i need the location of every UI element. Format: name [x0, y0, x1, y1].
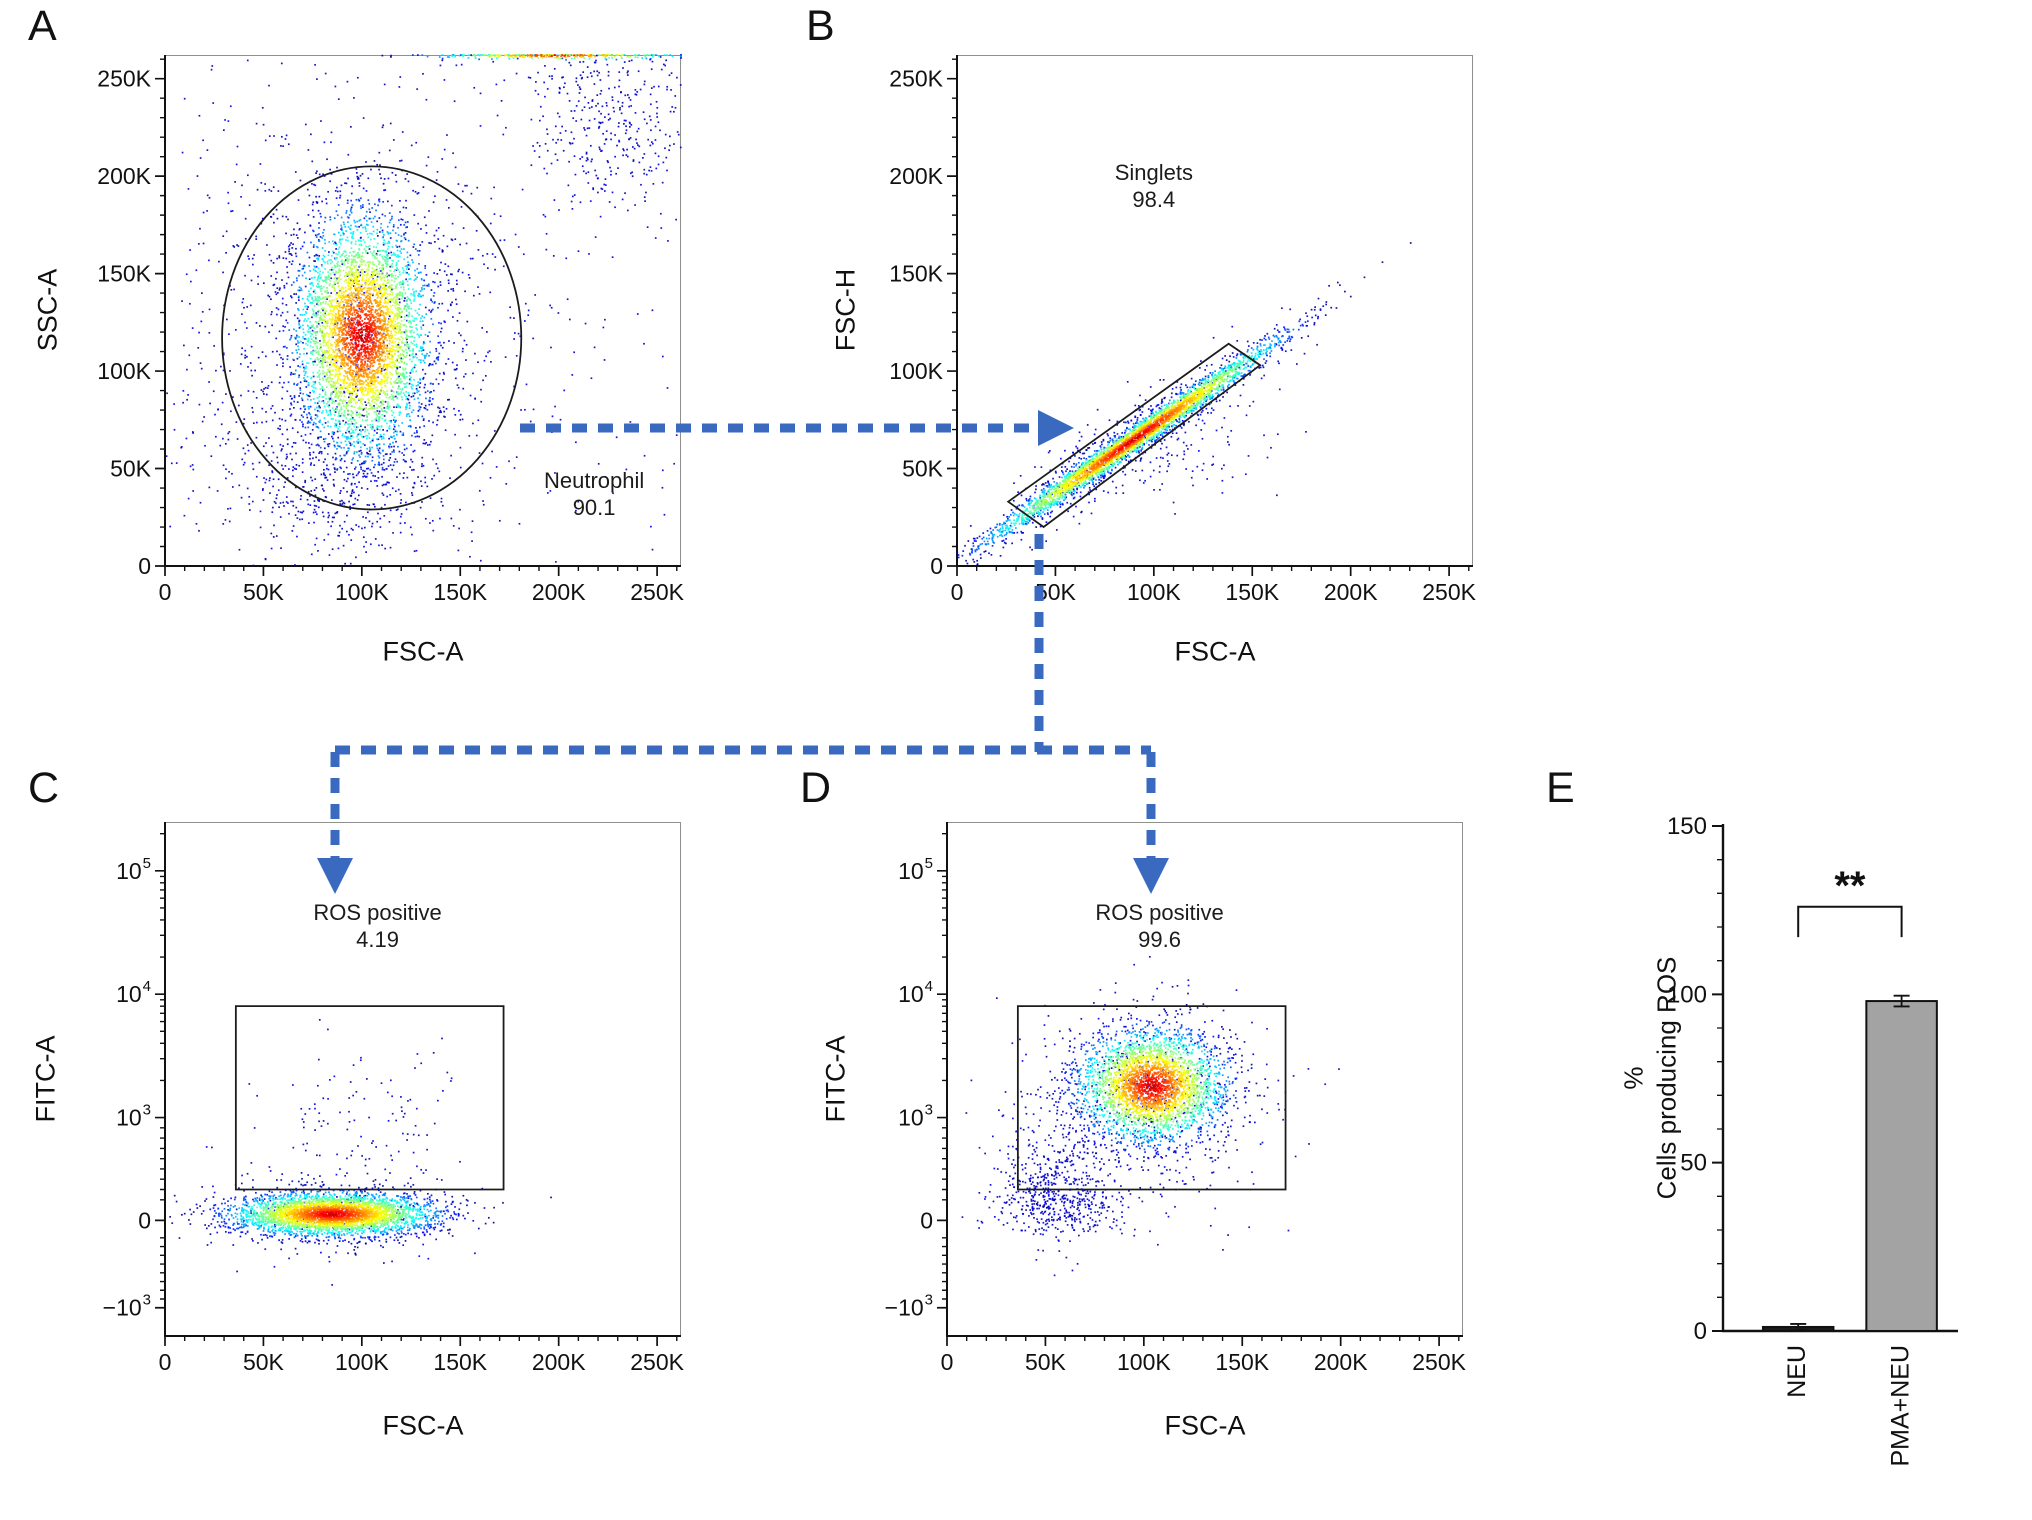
panel-e-bar-chart: [1651, 810, 1984, 1491]
panel-e-y-axis-title: % Cells producing ROS: [1618, 957, 1683, 1200]
panel-d-y-axis-title: FITC-A: [820, 1035, 851, 1123]
panel-a-y-axis-title: SSC-A: [32, 268, 63, 352]
panel-d-flow-plot: [869, 812, 1477, 1398]
panel-c-flow-plot: [87, 812, 695, 1398]
panel-a-x-axis-title: FSC-A: [382, 636, 464, 667]
panel-e-y-axis-title-line2: Cells producing ROS: [1651, 956, 1681, 1200]
panel-c-y-axis-title: FITC-A: [30, 1035, 61, 1123]
panel-e-letter: E: [1546, 764, 1575, 812]
panel-d-x-axis-title: FSC-A: [1164, 1410, 1246, 1441]
panel-c-x-axis-title: FSC-A: [382, 1410, 464, 1441]
panel-b-x-axis-title: FSC-A: [1174, 636, 1256, 667]
panel-a-flow-plot: [87, 45, 695, 628]
panel-d-letter: D: [800, 764, 832, 812]
panel-b-letter: B: [806, 2, 835, 50]
panel-b-y-axis-title: FSC-H: [830, 268, 861, 352]
panel-a-letter: A: [28, 2, 57, 50]
panel-b-flow-plot: [879, 45, 1487, 628]
panel-e-y-axis-title-line1: %: [1618, 1066, 1649, 1090]
panel-c-letter: C: [28, 764, 60, 812]
